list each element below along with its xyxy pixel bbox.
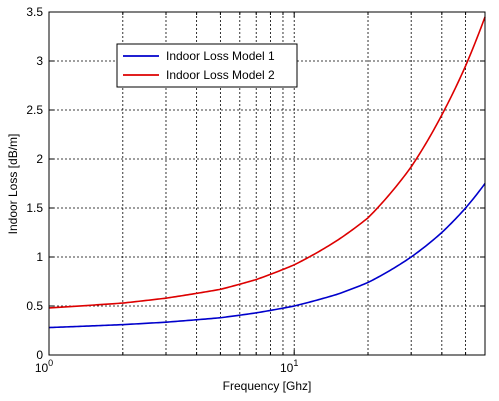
- y-axis-label: Indoor Loss [dB/m]: [6, 134, 20, 235]
- x-axis-label: Frequency [Ghz]: [223, 379, 312, 393]
- series-group: [48, 16, 486, 329]
- legend-label: Indoor Loss Model 2: [166, 68, 275, 82]
- series-line-1: [48, 183, 486, 329]
- y-tick-label: 1.5: [26, 201, 43, 215]
- y-tick-label: 0: [36, 348, 43, 362]
- legend-label: Indoor Loss Model 1: [166, 49, 275, 63]
- y-tick-label: 0.5: [26, 299, 43, 313]
- x-tick-label: 100: [35, 358, 53, 375]
- y-tick-label: 2: [36, 152, 43, 166]
- plot-frame: [48, 11, 486, 356]
- ticks: [48, 11, 486, 356]
- x-tick-label: 101: [280, 358, 298, 375]
- y-tick-label: 3.5: [26, 5, 43, 19]
- series-line-2: [48, 16, 486, 309]
- tick-labels: 0 0.5 1 1.5 2 2.5 3 3.5 100 101: [26, 5, 298, 375]
- y-tick-label: 1: [36, 250, 43, 264]
- y-tick-label: 3: [36, 54, 43, 68]
- y-tick-label: 2.5: [26, 103, 43, 117]
- legend-box: [116, 43, 298, 88]
- legend: Indoor Loss Model 1 Indoor Loss Model 2: [116, 43, 298, 88]
